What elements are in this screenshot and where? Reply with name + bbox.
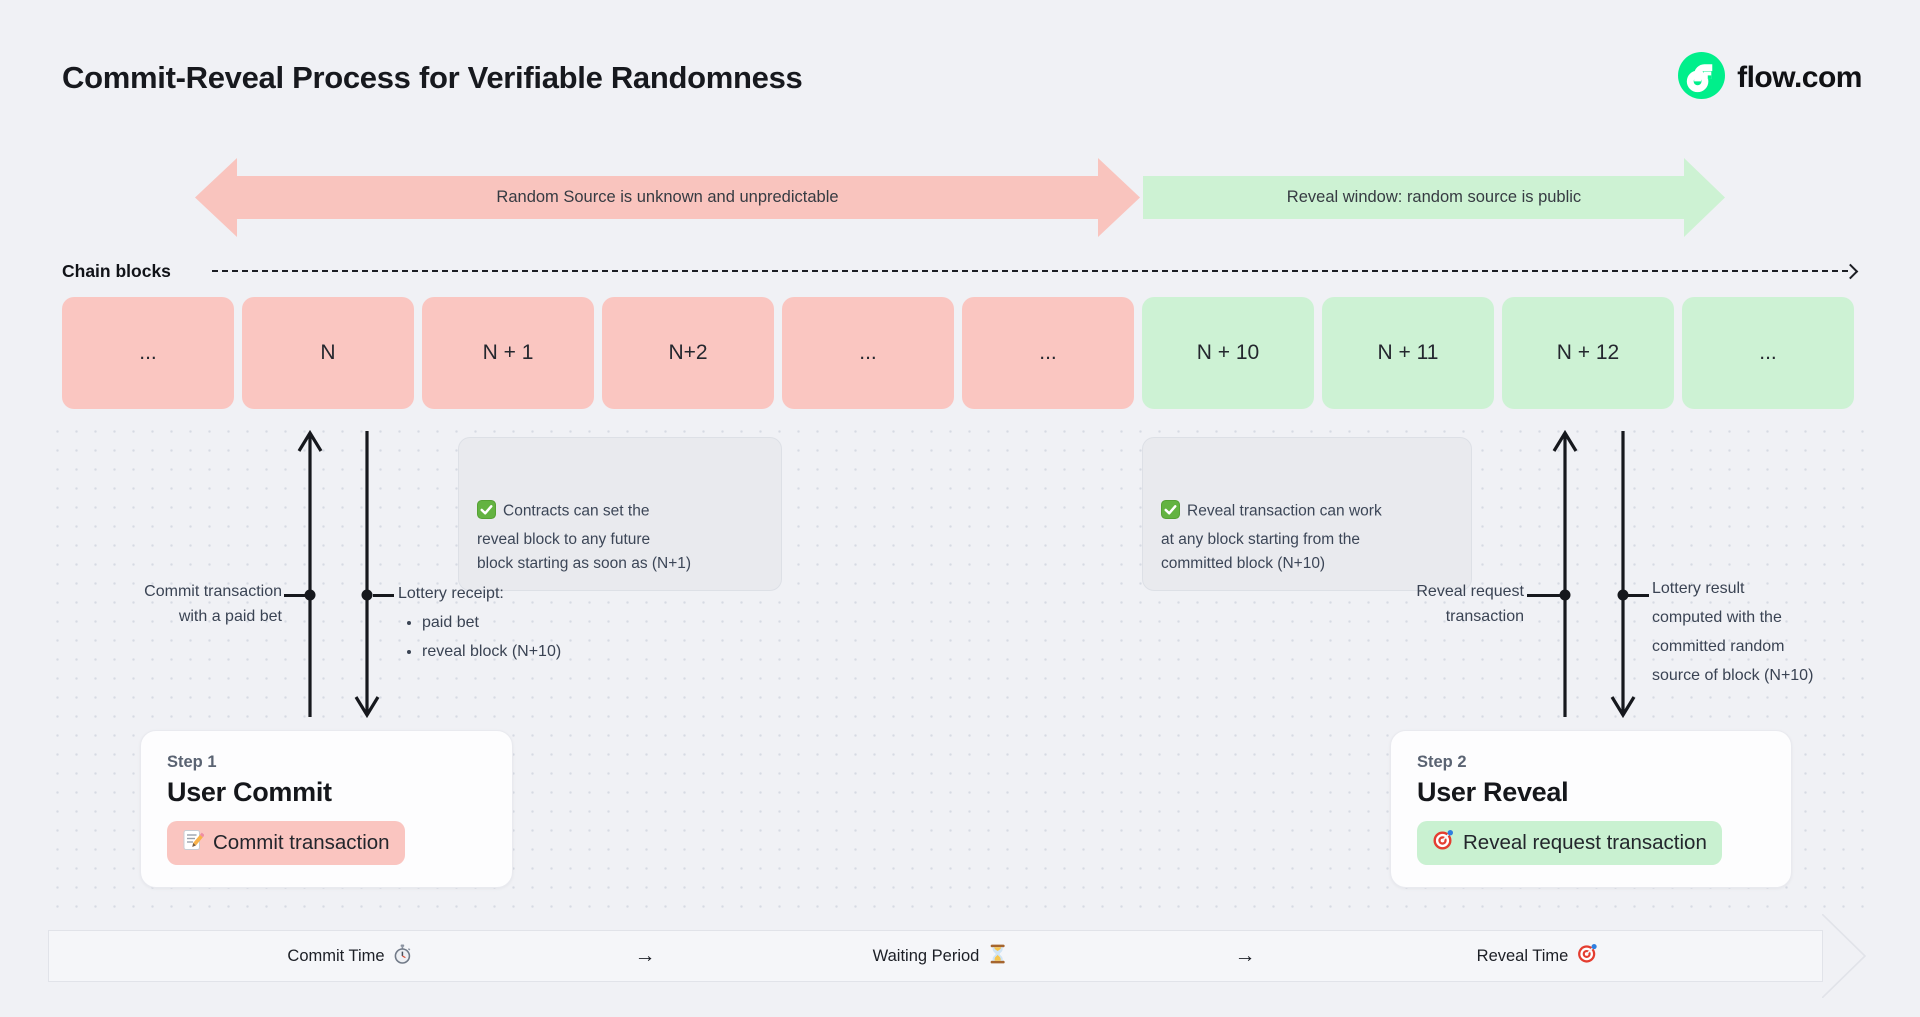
timeline-bar (48, 930, 1823, 982)
step-label: Step 1 (167, 753, 217, 771)
chain-block: ... (62, 297, 234, 409)
commit-up-arrow (297, 429, 323, 717)
annotation-bullet: reveal block (N+10) (422, 639, 638, 664)
note-commit-window: Contracts can set the reveal block to an… (458, 437, 782, 591)
chain-block: N + 1 (422, 297, 594, 409)
step-2-card: Step 2 User Reveal Reveal request transa… (1390, 730, 1792, 888)
chain-block: ... (782, 297, 954, 409)
commit-transaction-badge: Commit transaction (167, 821, 405, 865)
timeline-label: Waiting Period (872, 946, 980, 965)
connector-dash (284, 594, 305, 597)
timeline-waiting-period: Waiting Period (873, 931, 1008, 981)
annotation-commit-transaction: Commit transaction with a paid bet (144, 583, 282, 625)
step-label: Step 2 (1417, 753, 1467, 771)
stopwatch-icon (393, 944, 413, 969)
note-reveal-window: Reveal transaction can work at any block… (1142, 437, 1472, 591)
check-icon (477, 476, 496, 528)
banner-reveal-window: Reveal window: random source is public (1143, 158, 1725, 237)
banner-random-unknown: Random Source is unknown and unpredictab… (195, 158, 1140, 237)
timeline-commit-time: Commit Time (287, 931, 412, 981)
chain-block: N + 12 (1502, 297, 1674, 409)
chain-blocks-row: ... N N + 1 N+2 ... ... N + 10 N + 11 N … (62, 297, 1854, 409)
step-title: User Reveal (1417, 777, 1569, 807)
chain-block: ... (1682, 297, 1854, 409)
timeline-label: Commit Time (287, 946, 385, 965)
flow-logo-icon (1678, 52, 1726, 104)
chain-dotted-line (212, 270, 1848, 272)
chain-block: N (242, 297, 414, 409)
annotation-reveal-request: Reveal request transaction (1416, 583, 1524, 625)
annotation-lottery-receipt: Lottery receipt: paid bet reveal block (… (398, 581, 638, 668)
hourglass-icon (987, 944, 1007, 969)
timeline-arrowhead-icon (1822, 914, 1867, 998)
result-down-arrow (1610, 431, 1636, 719)
annotation-title: Lottery receipt: (398, 585, 504, 602)
target-icon (1432, 829, 1454, 857)
receipt-down-arrow (354, 431, 380, 719)
note-text: Contracts can set the reveal block to an… (477, 502, 692, 572)
page-title: Commit-Reveal Process for Verifiable Ran… (62, 60, 803, 95)
memo-icon (182, 829, 205, 857)
note-text: Reveal transaction can work at any block… (1161, 502, 1382, 572)
chain-block: N+2 (602, 297, 774, 409)
banner-label: Reveal window: random source is public (1286, 188, 1582, 206)
timeline-reveal-time: Reveal Time (1477, 931, 1598, 981)
timeline-arrow: → (634, 944, 656, 967)
step-1-card: Step 1 User Commit Commit transaction (140, 730, 513, 888)
reveal-up-arrow (1552, 429, 1578, 717)
step-title: User Commit (167, 777, 332, 807)
timeline-label: Reveal Time (1476, 946, 1569, 965)
chain-line-arrowhead-icon (1842, 263, 1859, 280)
badge-label: Commit transaction (213, 831, 390, 854)
chain-block: N + 11 (1322, 297, 1494, 409)
badge-label: Reveal request transaction (1463, 831, 1707, 854)
target-icon (1576, 943, 1597, 969)
connector-dash (1527, 594, 1560, 597)
timeline-arrow: → (1234, 944, 1256, 967)
reveal-request-badge: Reveal request transaction (1417, 821, 1722, 865)
brand-name: flow.com (1737, 61, 1862, 94)
connector-dash (1628, 594, 1649, 597)
chain-block: N + 10 (1142, 297, 1314, 409)
green-right-arrow (1143, 158, 1725, 237)
annotation-lottery-result: Lottery result computed with the committ… (1652, 580, 1814, 684)
annotation-bullet: paid bet (422, 610, 638, 635)
chain-block: ... (962, 297, 1134, 409)
connector-dash (373, 594, 394, 597)
check-icon (1161, 476, 1180, 528)
chain-blocks-label: Chain blocks (62, 261, 171, 281)
red-double-arrow (195, 158, 1140, 237)
brand: flow.com (1678, 52, 1862, 104)
banner-label: Random Source is unknown and unpredictab… (496, 188, 839, 206)
